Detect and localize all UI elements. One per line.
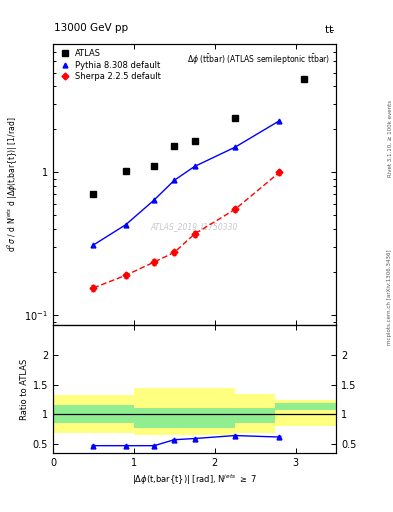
Line: Pythia 8.308 default: Pythia 8.308 default [91, 118, 282, 247]
Line: ATLAS: ATLAS [91, 76, 307, 197]
ATLAS [233, 115, 237, 121]
Pythia 8.308 default [277, 118, 282, 124]
ATLAS [152, 163, 156, 169]
ATLAS [301, 76, 306, 82]
Sherpa 2.2.5 default [277, 169, 282, 176]
Text: $\Delta\phi$ (t$\bar{\rm t}$bar) (ATLAS semileptonic t$\bar{\rm t}$bar): $\Delta\phi$ (t$\bar{\rm t}$bar) (ATLAS … [187, 52, 331, 67]
Pythia 8.308 default [152, 197, 156, 203]
ATLAS [123, 168, 128, 174]
Y-axis label: d$^2\sigma$ / d N$^{jets}$ d |$\Delta\phi$(t,bar{t})| [1/rad]: d$^2\sigma$ / d N$^{jets}$ d |$\Delta\ph… [6, 117, 20, 252]
Sherpa 2.2.5 default [152, 259, 156, 265]
Sherpa 2.2.5 default [91, 285, 96, 291]
Text: Rivet 3.1.10, ≥ 100k events: Rivet 3.1.10, ≥ 100k events [387, 100, 392, 177]
Pythia 8.308 default [233, 144, 237, 151]
ATLAS [172, 143, 177, 150]
ATLAS [91, 191, 96, 198]
Text: ATLAS_2019_I1750330: ATLAS_2019_I1750330 [151, 222, 238, 231]
Y-axis label: Ratio to ATLAS: Ratio to ATLAS [20, 358, 29, 420]
Pythia 8.308 default [192, 163, 197, 169]
Sherpa 2.2.5 default [192, 231, 197, 237]
Text: mcplots.cern.ch [arXiv:1306.3436]: mcplots.cern.ch [arXiv:1306.3436] [387, 249, 392, 345]
Sherpa 2.2.5 default [123, 272, 128, 279]
Sherpa 2.2.5 default [233, 206, 237, 212]
Legend: ATLAS, Pythia 8.308 default, Sherpa 2.2.5 default: ATLAS, Pythia 8.308 default, Sherpa 2.2.… [57, 48, 162, 83]
Line: Sherpa 2.2.5 default: Sherpa 2.2.5 default [91, 170, 282, 290]
Text: 13000 GeV pp: 13000 GeV pp [54, 23, 129, 33]
Pythia 8.308 default [91, 242, 96, 248]
Text: tt$\bar{\rm }$: tt$\bar{\rm }$ [324, 23, 335, 35]
ATLAS [192, 138, 197, 144]
Sherpa 2.2.5 default [172, 249, 177, 255]
Pythia 8.308 default [172, 177, 177, 183]
Pythia 8.308 default [123, 222, 128, 228]
X-axis label: |$\Delta\phi$(t,bar{t})| [rad], N$^{jets}$ $\geq$ 7: |$\Delta\phi$(t,bar{t})| [rad], N$^{jets… [132, 472, 257, 486]
